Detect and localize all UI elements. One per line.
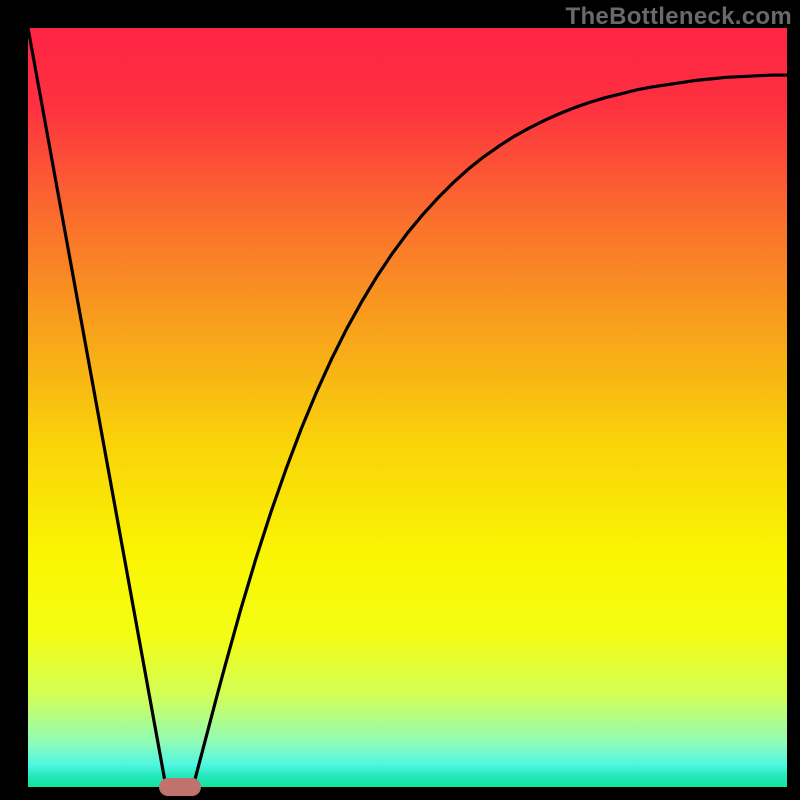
chart-container: TheBottleneck.com (0, 0, 800, 800)
watermark-text: TheBottleneck.com (566, 3, 792, 31)
bottleneck-curve (28, 28, 787, 787)
curve-layer (28, 28, 787, 787)
plot-area (28, 28, 787, 787)
optimum-marker (159, 778, 201, 796)
